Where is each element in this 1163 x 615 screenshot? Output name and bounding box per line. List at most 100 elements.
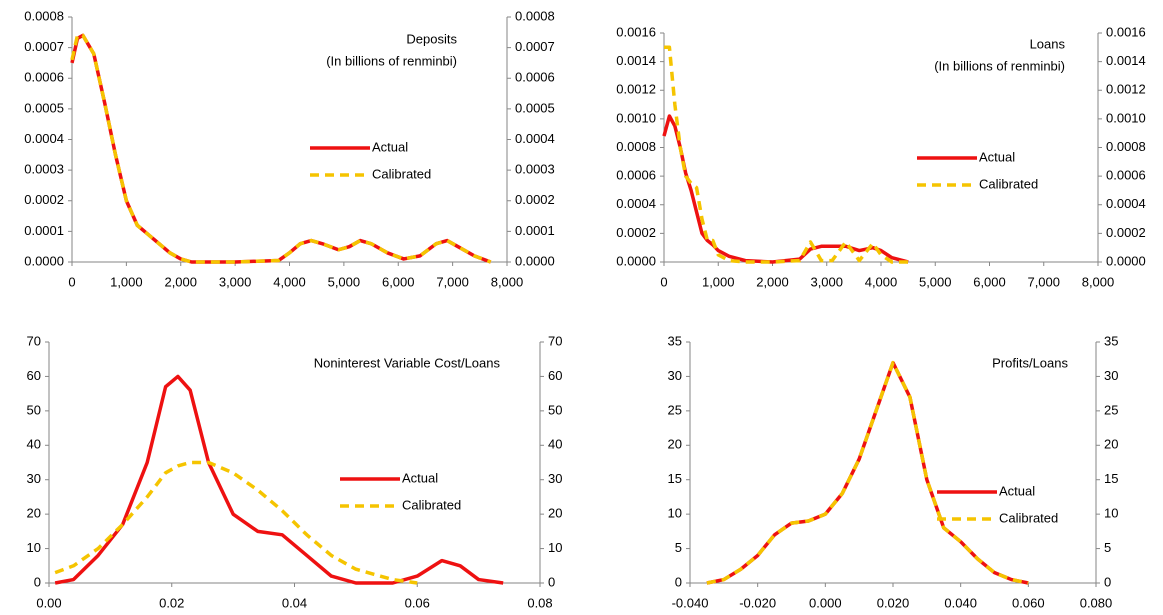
y-tick-label: 0.0001	[24, 223, 64, 238]
y-tick-label: 30	[27, 471, 41, 486]
y2-tick-label: 0.0014	[1106, 53, 1146, 68]
y-tick-label: 0.0005	[24, 100, 64, 115]
x-tick-label: 7,000	[436, 274, 469, 289]
series-line	[664, 45, 909, 264]
y2-tick-label: 25	[1104, 402, 1118, 417]
y2-tick-label: 0.0016	[1106, 24, 1146, 39]
y2-tick-label: 0.0010	[1106, 110, 1146, 125]
x-tick-label: 0.000	[809, 595, 842, 610]
y2-tick-label: 20	[1104, 437, 1118, 452]
legend-label: Calibrated	[402, 497, 461, 512]
y2-tick-label: 10	[548, 540, 562, 555]
y-tick-label: 15	[668, 471, 682, 486]
y2-tick-label: 0.0004	[1106, 196, 1146, 211]
y2-tick-label: 0.0007	[515, 39, 555, 54]
x-tick-label: -0.020	[739, 595, 776, 610]
x-tick-label: 0.00	[36, 595, 61, 610]
x-tick-label: 0.02	[159, 595, 184, 610]
y2-tick-label: 5	[1104, 540, 1111, 555]
x-tick-label: 5,000	[328, 274, 361, 289]
y-tick-label: 10	[27, 540, 41, 555]
y-tick-label: 10	[668, 506, 682, 521]
legend-label: Actual	[372, 139, 408, 154]
y2-tick-label: 0.0003	[515, 162, 555, 177]
x-tick-label: 0.060	[1012, 595, 1045, 610]
x-tick-label: 1,000	[702, 274, 735, 289]
x-tick-label: 0.080	[1080, 595, 1113, 610]
series-line	[54, 460, 418, 585]
series-line	[662, 114, 909, 264]
chart-subtitle: (In billions of renminbi)	[934, 58, 1065, 73]
y-tick-label: 0.0004	[24, 131, 64, 146]
legend-label: Actual	[979, 149, 1015, 164]
x-tick-label: 0	[660, 274, 667, 289]
y2-tick-label: 0.0000	[515, 253, 555, 268]
series-line	[706, 360, 1029, 585]
x-tick-label: 0.040	[944, 595, 977, 610]
y-tick-label: 0.0010	[616, 110, 656, 125]
x-tick-label: 4,000	[865, 274, 898, 289]
chart-title: Profits/Loans	[992, 355, 1068, 370]
y-tick-label: 0.0014	[616, 53, 656, 68]
y-tick-label: 25	[668, 402, 682, 417]
y-tick-label: 0.0003	[24, 162, 64, 177]
legend-label: Calibrated	[372, 166, 431, 181]
series-line	[70, 33, 492, 264]
y-tick-label: 0.0002	[24, 192, 64, 207]
x-tick-label: 7,000	[1027, 274, 1060, 289]
series-line	[54, 374, 504, 585]
y2-tick-label: 0.0005	[515, 100, 555, 115]
x-tick-label: 4,000	[273, 274, 306, 289]
y2-tick-label: 50	[548, 402, 562, 417]
x-tick-label: 0	[68, 274, 75, 289]
series-line	[70, 33, 492, 264]
y-tick-label: 0	[34, 574, 41, 589]
y-tick-label: 35	[668, 333, 682, 348]
y2-tick-label: 0.0006	[515, 70, 555, 85]
legend-label: Actual	[402, 470, 438, 485]
x-tick-label: -0.040	[672, 595, 709, 610]
x-tick-label: 3,000	[219, 274, 252, 289]
y-tick-label: 0.0008	[616, 139, 656, 154]
chart-title: Loans	[1030, 36, 1066, 51]
y-tick-label: 50	[27, 402, 41, 417]
y2-tick-label: 0.0002	[515, 192, 555, 207]
x-tick-label: 5,000	[919, 274, 952, 289]
y2-tick-label: 30	[1104, 368, 1118, 383]
y-tick-label: 70	[27, 333, 41, 348]
y-tick-label: 0.0002	[616, 225, 656, 240]
x-tick-label: 8,000	[491, 274, 524, 289]
y-tick-label: 60	[27, 368, 41, 383]
y-tick-label: 0.0012	[616, 82, 656, 97]
y-tick-label: 0.0016	[616, 24, 656, 39]
x-tick-label: 6,000	[382, 274, 415, 289]
y-tick-label: 0.0000	[616, 253, 656, 268]
y-tick-label: 40	[27, 437, 41, 452]
x-tick-label: 0.06	[405, 595, 430, 610]
y2-tick-label: 0	[1104, 574, 1111, 589]
y2-tick-label: 20	[548, 506, 562, 521]
y2-tick-label: 70	[548, 333, 562, 348]
y2-tick-label: 30	[548, 471, 562, 486]
y-tick-label: 0.0006	[616, 168, 656, 183]
y2-tick-label: 35	[1104, 333, 1118, 348]
x-tick-label: 0.020	[877, 595, 910, 610]
y2-tick-label: 10	[1104, 506, 1118, 521]
chart-title: Deposits	[406, 31, 457, 46]
y2-tick-label: 60	[548, 368, 562, 383]
legend-label: Actual	[999, 483, 1035, 498]
x-tick-label: 0.04	[282, 595, 307, 610]
y2-tick-label: 0.0008	[515, 8, 555, 23]
y-tick-label: 5	[675, 540, 682, 555]
y2-tick-label: 0.0002	[1106, 225, 1146, 240]
y2-tick-label: 0.0004	[515, 131, 555, 146]
x-tick-label: 8,000	[1082, 274, 1115, 289]
y2-tick-label: 0.0001	[515, 223, 555, 238]
y-tick-label: 0.0000	[24, 253, 64, 268]
y2-tick-label: 0.0008	[1106, 139, 1146, 154]
y-tick-label: 30	[668, 368, 682, 383]
y2-tick-label: 40	[548, 437, 562, 452]
y2-tick-label: 15	[1104, 471, 1118, 486]
x-tick-label: 3,000	[810, 274, 843, 289]
